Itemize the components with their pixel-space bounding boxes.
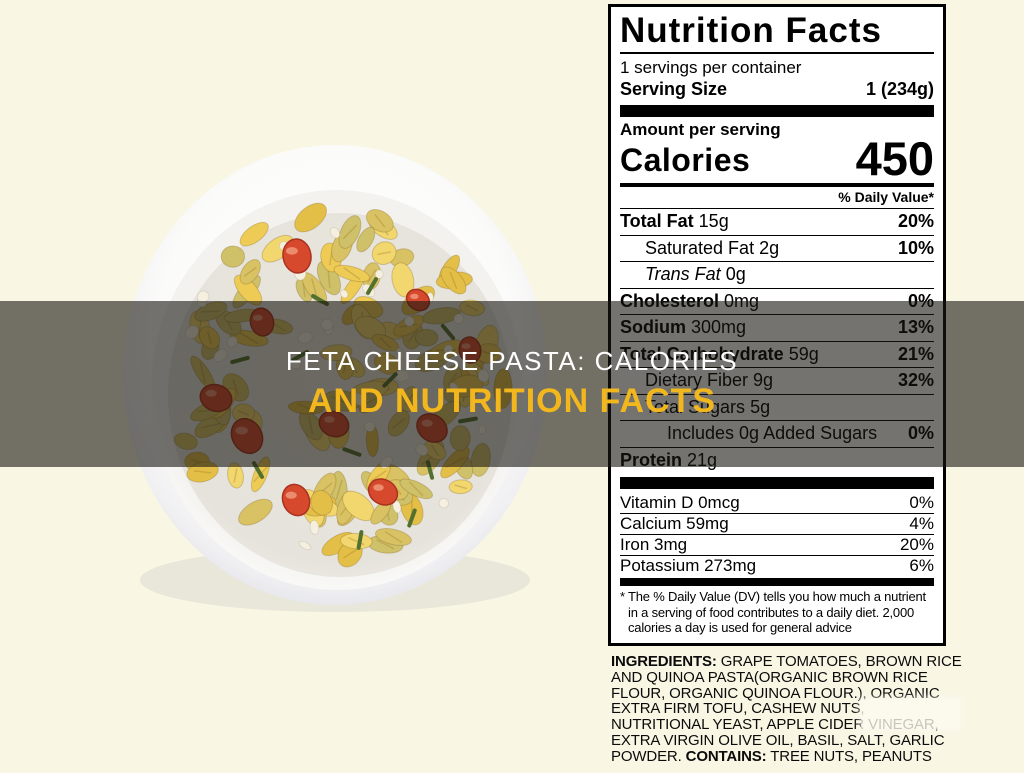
- nutrient-row: Trans Fat 0g: [620, 261, 934, 288]
- title-overlay-band: FETA CHEESE PASTA: CALORIES AND NUTRITIO…: [0, 301, 1024, 467]
- ingredients-label: INGREDIENTS:: [611, 653, 717, 670]
- calories-label: Calories: [620, 142, 750, 178]
- calories-value: 450: [856, 140, 934, 178]
- serving-size-value: 1 (234g): [866, 78, 934, 101]
- servings-per-container: 1 servings per container: [620, 57, 934, 78]
- thick-bar: [620, 105, 934, 117]
- faded-overlay-artifact: [861, 699, 960, 729]
- nutrition-facts-title: Nutrition Facts: [620, 11, 934, 51]
- contains-label: CONTAINS:: [686, 748, 767, 765]
- thick-bar: [620, 578, 934, 586]
- thick-bar: [620, 477, 934, 489]
- page-title-line2: AND NUTRITION FACTS: [308, 381, 716, 421]
- page-title-line1: FETA CHEESE PASTA: CALORIES: [286, 346, 738, 377]
- daily-value-footnote: * The % Daily Value (DV) tells you how m…: [620, 589, 934, 636]
- divider: [620, 52, 934, 54]
- contains-body: TREE NUTS, PEANUTS: [767, 748, 932, 765]
- serving-size-label: Serving Size: [620, 78, 727, 101]
- calories-row: Calories 450: [620, 140, 934, 178]
- daily-value-header: % Daily Value*: [620, 187, 934, 208]
- serving-size-row: Serving Size 1 (234g): [620, 78, 934, 101]
